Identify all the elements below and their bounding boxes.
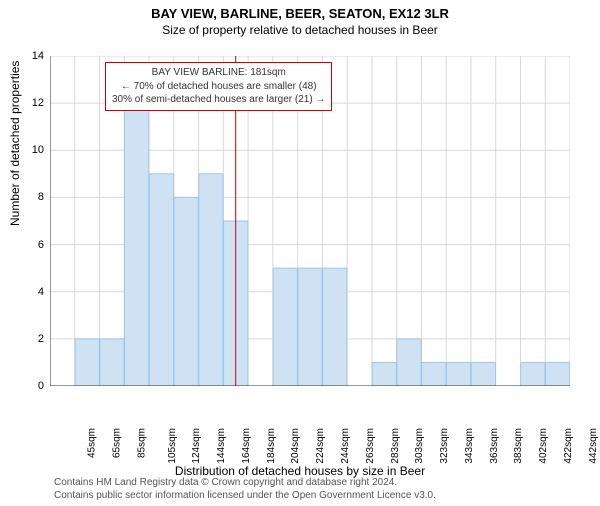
y-tick-label: 2 bbox=[38, 333, 44, 345]
histogram-bar bbox=[471, 362, 495, 386]
y-axis-label: Number of detached properties bbox=[8, 61, 22, 226]
x-tick-label: 363sqm bbox=[489, 428, 500, 464]
y-tick-label: 4 bbox=[38, 286, 44, 298]
x-tick-label: 343sqm bbox=[464, 428, 475, 464]
x-tick-label: 204sqm bbox=[291, 428, 302, 464]
histogram-bar bbox=[199, 174, 223, 386]
x-tick-label: 383sqm bbox=[513, 428, 524, 464]
chart-area: 02468101214 45sqm65sqm85sqm105sqm124sqm1… bbox=[50, 56, 570, 426]
x-tick-label: 422sqm bbox=[563, 428, 574, 464]
footer-line-1: Contains HM Land Registry data © Crown c… bbox=[54, 477, 436, 490]
annotation-title: BAY VIEW BARLINE: 181sqm bbox=[112, 66, 325, 80]
marker-annotation-box: BAY VIEW BARLINE: 181sqm ← 70% of detach… bbox=[105, 62, 332, 111]
y-tick-label: 12 bbox=[32, 97, 44, 109]
footer-line-2: Contains public sector information licen… bbox=[54, 490, 436, 503]
chart-sub-title: Size of property relative to detached ho… bbox=[0, 23, 600, 37]
x-tick-label: 45sqm bbox=[87, 428, 98, 458]
x-tick-label: 85sqm bbox=[136, 428, 147, 458]
histogram-bar bbox=[521, 362, 545, 386]
x-tick-label: 105sqm bbox=[167, 428, 178, 464]
y-tick-label: 6 bbox=[38, 239, 44, 251]
histogram-bar bbox=[422, 362, 446, 386]
x-tick-label: 144sqm bbox=[216, 428, 227, 464]
x-tick-label: 124sqm bbox=[192, 428, 203, 464]
chart-main-title: BAY VIEW, BARLINE, BEER, SEATON, EX12 3L… bbox=[0, 6, 600, 21]
y-tick-label: 10 bbox=[32, 144, 44, 156]
x-tick-label: 263sqm bbox=[365, 428, 376, 464]
y-tick-label: 8 bbox=[38, 191, 44, 203]
annotation-left-line: ← 70% of detached houses are smaller (48… bbox=[112, 80, 325, 94]
histogram-bar bbox=[75, 339, 99, 386]
x-tick-label: 244sqm bbox=[340, 428, 351, 464]
histogram-bar bbox=[397, 339, 421, 386]
x-tick-label: 224sqm bbox=[315, 428, 326, 464]
attribution-footer: Contains HM Land Registry data © Crown c… bbox=[54, 477, 436, 502]
x-tick-label: 184sqm bbox=[266, 428, 277, 464]
x-axis-label: Distribution of detached houses by size … bbox=[0, 464, 600, 478]
x-tick-label: 442sqm bbox=[588, 428, 599, 464]
x-tick-label: 303sqm bbox=[414, 428, 425, 464]
x-tick-label: 164sqm bbox=[241, 428, 252, 464]
annotation-right-line: 30% of semi-detached houses are larger (… bbox=[112, 93, 325, 107]
x-tick-label: 323sqm bbox=[439, 428, 450, 464]
histogram-bar bbox=[446, 362, 470, 386]
histogram-bar bbox=[100, 339, 124, 386]
histogram-bar bbox=[149, 174, 173, 386]
histogram-bar bbox=[125, 103, 149, 386]
x-tick-label: 283sqm bbox=[390, 428, 401, 464]
histogram-bar bbox=[372, 362, 396, 386]
x-tick-label: 402sqm bbox=[538, 428, 549, 464]
histogram-bar bbox=[545, 362, 569, 386]
y-tick-label: 14 bbox=[32, 50, 44, 62]
histogram-bar bbox=[174, 197, 198, 386]
histogram-bar bbox=[273, 268, 297, 386]
x-tick-label: 65sqm bbox=[112, 428, 123, 458]
y-tick-label: 0 bbox=[38, 380, 44, 392]
histogram-bar bbox=[298, 268, 322, 386]
histogram-bar bbox=[323, 268, 347, 386]
